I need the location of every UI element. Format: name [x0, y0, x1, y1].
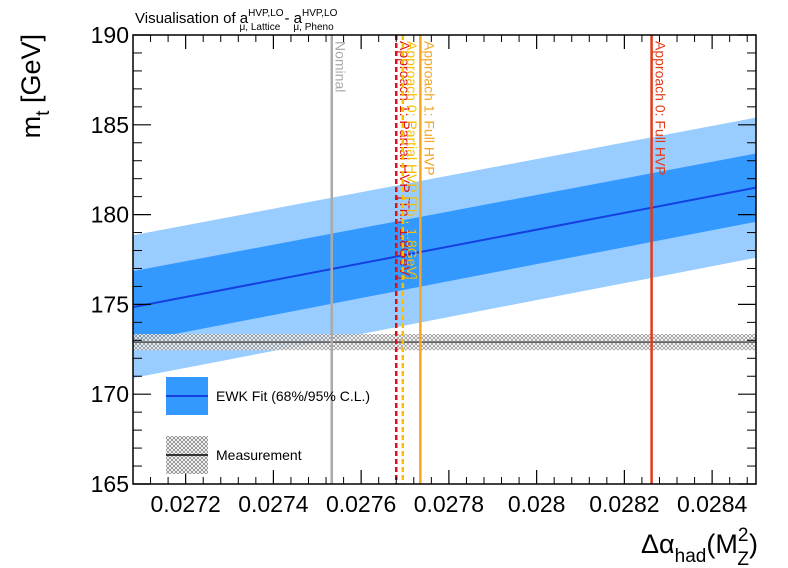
- y-tick-label-2: 175: [91, 291, 129, 317]
- x-tick-label-2: 0.0276: [326, 491, 396, 517]
- vline-label-0: Nominal: [333, 41, 349, 92]
- y-tick-label-4: 185: [91, 112, 129, 138]
- x-tick-label-4: 0.028: [508, 491, 566, 517]
- x-tick-label-5: 0.0282: [589, 491, 659, 517]
- legend-measurement-label: Measurement: [216, 447, 302, 463]
- y-tick-label-5: 190: [91, 22, 129, 48]
- y-tick-label-3: 180: [91, 202, 129, 228]
- x-tick-label-0: 0.0272: [150, 491, 220, 517]
- legend: EWK Fit (68%/95% C.L.) Measurement: [166, 377, 370, 474]
- y-axis-title: mt [GeV]: [16, 34, 54, 138]
- x-tick-label-6: 0.0284: [677, 491, 748, 517]
- y-tick-label-0: 165: [91, 471, 129, 497]
- vline-label-4: Approach 0: Full HVP: [653, 41, 669, 176]
- y-tick-label-1: 170: [91, 381, 129, 407]
- vertical-lines: Nominal Approach 1: Partial HVP [Th., 1.8…: [330, 35, 669, 484]
- plot-area: Nominal Approach 1: Partial HVP [Th., 1.8…: [133, 35, 756, 484]
- vline-label-3: Approach 1: Full HVP: [421, 41, 437, 176]
- chart-title: Visualisation of aHVP,LO μ, Lattice - aHV…: [135, 8, 338, 33]
- axis-tick-labels: 165 170 175 180 185 190 0.0272 0.0274 0.0276 0.02…: [91, 22, 748, 517]
- vline-label-2: Approach 0: Partial HVP [Th., 1.8GeV]: [404, 41, 420, 280]
- x-axis-title: Δαhad(M2 Z): [641, 525, 758, 568]
- axis-ticks: [132, 34, 756, 485]
- plot-frame: [132, 34, 757, 485]
- x-tick-label-3: 0.0278: [414, 491, 484, 517]
- x-tick-label-1: 0.0274: [238, 491, 309, 517]
- legend-fit-label: EWK Fit (68%/95% C.L.): [216, 388, 370, 404]
- vline-label-1: Approach 1: Partial HVP [Th., 1.8GeV]: [397, 41, 413, 280]
